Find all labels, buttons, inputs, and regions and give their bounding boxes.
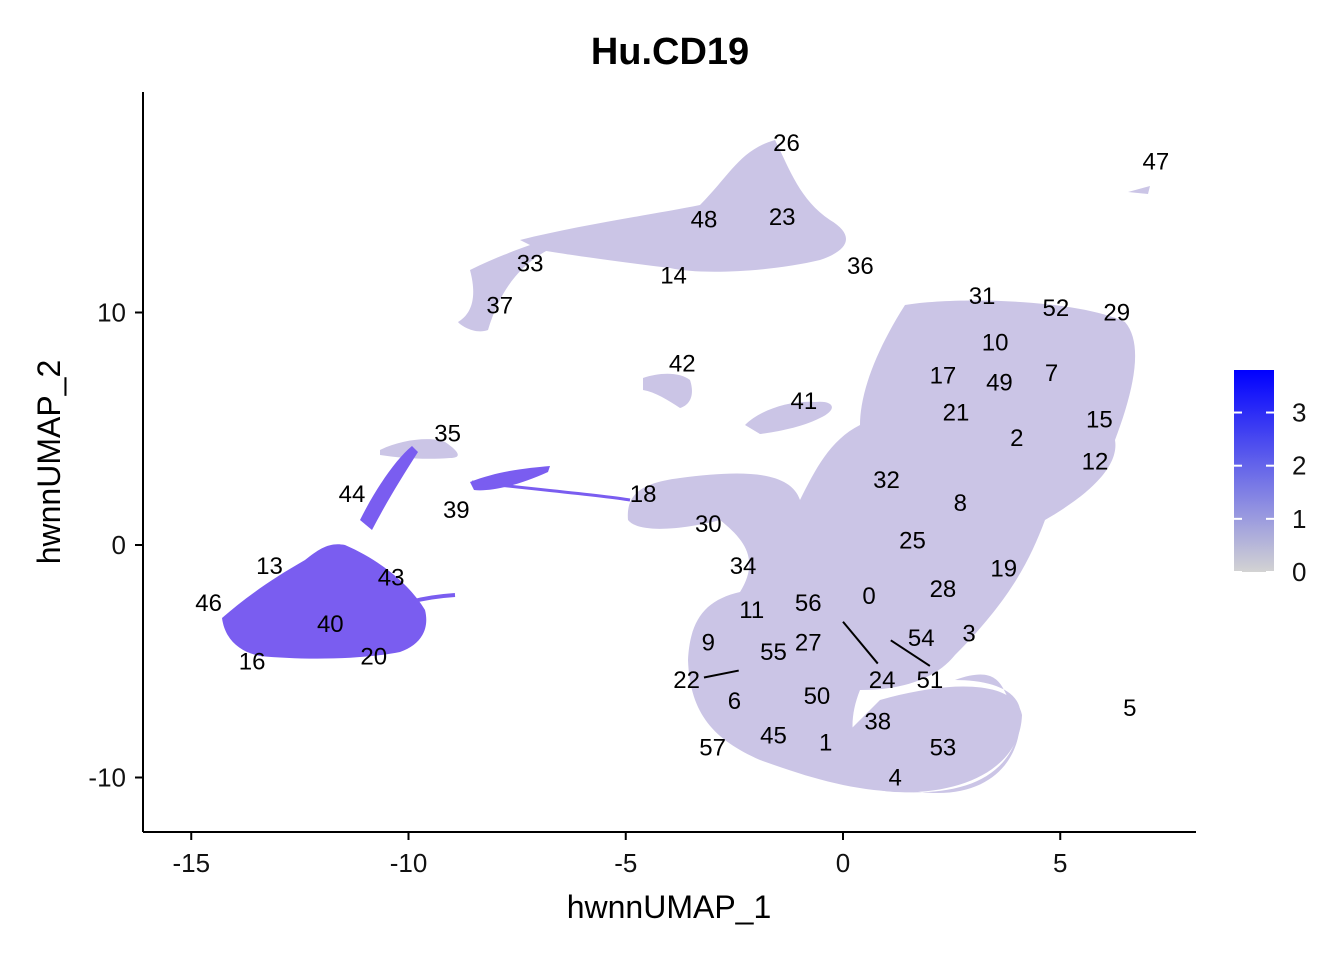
cluster-label: 32 [873, 467, 900, 494]
cluster-label: 56 [795, 590, 822, 617]
cluster-label: 6 [728, 688, 741, 715]
x-tick-label: -10 [390, 848, 428, 878]
cell-points [222, 140, 1150, 794]
colorbar-ticks: 0 1 2 3 [1234, 398, 1306, 587]
cluster-label: 38 [864, 709, 891, 736]
cluster-label: 0 [862, 583, 875, 610]
cluster-label: 11 [739, 597, 764, 624]
cluster-label: 20 [360, 644, 387, 671]
cd19-high-arm [360, 446, 418, 530]
y-tick-label: -10 [88, 763, 126, 793]
leader-line [890, 639, 931, 667]
x-tick-label: -5 [614, 848, 637, 878]
x-axis-ticks: -15 -10 -5 0 5 [172, 832, 1067, 878]
cluster-label: 8 [954, 490, 967, 517]
cluster-labels: 0123456789101112131415161718192021222324… [195, 130, 1169, 792]
cluster-label: 57 [699, 734, 726, 761]
cluster-label: 28 [930, 576, 957, 603]
y-tick-label: 10 [97, 298, 126, 328]
cluster-label: 31 [969, 283, 996, 310]
cluster-label: 4 [888, 765, 901, 792]
cluster-label: 27 [795, 630, 822, 657]
cluster-label: 13 [256, 553, 283, 580]
cluster-label: 50 [804, 683, 831, 710]
top-cluster [520, 140, 847, 272]
cluster-label: 44 [339, 481, 366, 508]
colorbar-tick-label: 3 [1292, 398, 1306, 428]
y-tick-label: 0 [112, 530, 126, 560]
cluster-label: 55 [760, 639, 787, 666]
cluster-label: 9 [702, 630, 715, 657]
lower-lobe [842, 686, 1022, 793]
cluster-label: 15 [1086, 406, 1113, 433]
cluster-label: 39 [443, 497, 470, 524]
cd19-high-cluster [222, 544, 427, 659]
cluster-label: 40 [317, 611, 344, 638]
main-cluster [627, 300, 1136, 794]
cluster-label: 41 [791, 388, 818, 415]
leader-line [703, 669, 739, 679]
cluster-label: 48 [691, 207, 718, 234]
cluster-label: 26 [773, 130, 800, 157]
island-41 [745, 401, 832, 434]
island-42 [643, 373, 692, 408]
cluster-label: 43 [378, 565, 405, 592]
cluster-label: 34 [730, 553, 757, 580]
y-axis-label: hwnnUMAP_2 [31, 360, 67, 565]
island-47 [1128, 186, 1150, 194]
cluster-label: 49 [986, 369, 1013, 396]
colorbar-tick-label: 0 [1292, 557, 1306, 587]
cluster-label: 46 [195, 590, 222, 617]
cluster-label: 45 [760, 723, 787, 750]
x-tick-label: -15 [172, 848, 210, 878]
cluster-label: 29 [1103, 300, 1130, 327]
cluster-label: 52 [1043, 295, 1070, 322]
cluster-label: 19 [990, 555, 1017, 582]
colorbar-tick-label: 1 [1292, 504, 1306, 534]
cluster-label: 21 [943, 399, 970, 426]
cluster-label: 51 [917, 667, 944, 694]
x-tick-label: 0 [836, 848, 850, 878]
cluster-label: 18 [630, 481, 657, 508]
cluster-label: 37 [486, 293, 513, 320]
cluster-label: 14 [660, 262, 687, 289]
cluster-label: 53 [930, 734, 957, 761]
cluster-label: 23 [769, 204, 796, 231]
cluster-label: 3 [962, 620, 975, 647]
cluster-label: 5 [1123, 695, 1136, 722]
x-tick-label: 5 [1053, 848, 1067, 878]
cluster-label: 35 [434, 420, 461, 447]
island-35 [380, 439, 458, 459]
colorbar [1234, 370, 1274, 572]
chart-title: Hu.CD19 [591, 31, 749, 73]
cluster-label: 17 [930, 362, 957, 389]
cluster-label: 24 [869, 667, 896, 694]
cluster-label: 36 [847, 253, 874, 280]
cluster-label: 33 [517, 251, 544, 278]
cluster-label: 16 [239, 648, 266, 675]
cluster-label: 30 [695, 511, 722, 538]
cluster-label: 22 [673, 667, 700, 694]
cluster-label: 12 [1082, 448, 1109, 475]
cluster-label: 25 [899, 527, 926, 554]
colorbar-tick-label: 2 [1292, 451, 1306, 481]
cluster-label: 2 [1010, 425, 1023, 452]
cluster-label: 7 [1045, 360, 1058, 387]
x-axis-label: hwnnUMAP_1 [567, 889, 772, 925]
top-arm [458, 240, 548, 332]
cluster-label: 1 [819, 730, 832, 757]
cluster-label: 54 [908, 625, 935, 652]
label-leader-lines [703, 621, 931, 679]
cluster-label: 47 [1142, 148, 1169, 175]
cd19-high-tail [409, 593, 456, 604]
cluster-label: 10 [982, 330, 1009, 357]
cd19-high-strand [471, 480, 631, 502]
y-axis-ticks: -10 0 10 [88, 298, 143, 793]
leader-line [842, 621, 879, 665]
cluster-label: 42 [669, 351, 696, 378]
